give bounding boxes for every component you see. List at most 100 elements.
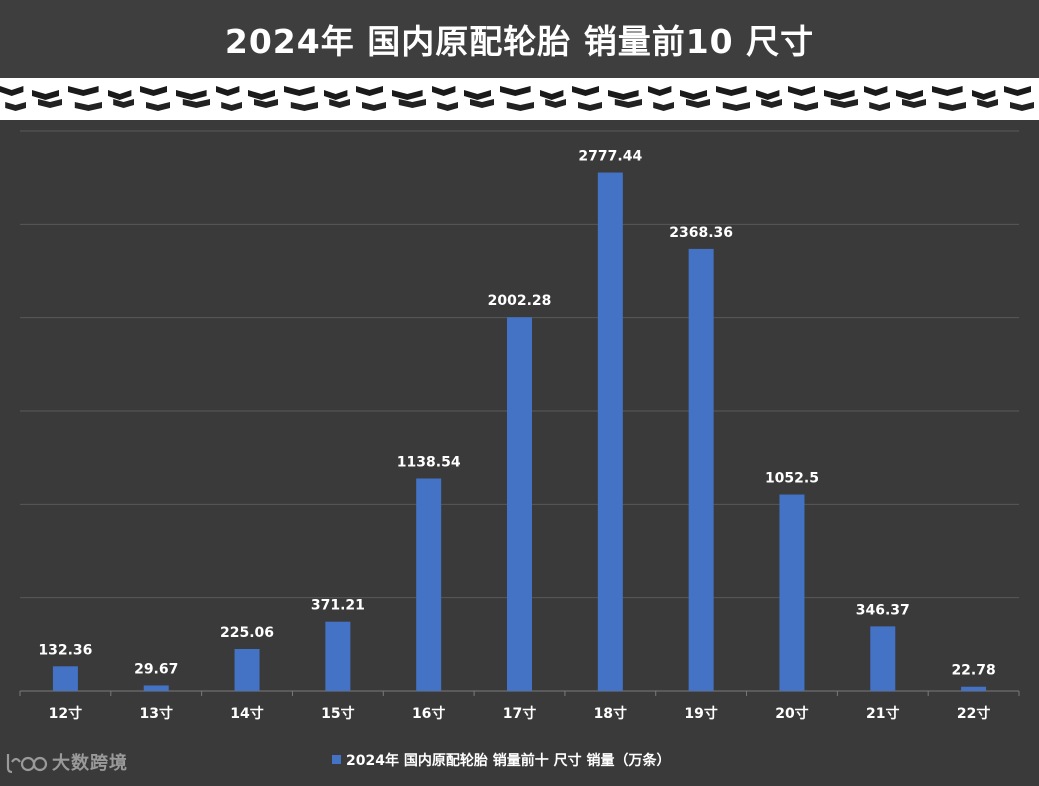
tread-block xyxy=(176,90,207,100)
x-tick-label: 20寸 xyxy=(775,705,808,722)
legend-swatch xyxy=(332,755,341,764)
data-label: 22.78 xyxy=(951,663,995,679)
tread-block xyxy=(824,90,855,100)
tread-block xyxy=(686,99,710,108)
tread-block xyxy=(1004,86,1031,96)
tread-block xyxy=(398,99,426,108)
bar-19寸 xyxy=(688,248,714,691)
bar-16寸 xyxy=(416,478,442,691)
tread-block xyxy=(653,102,674,111)
data-label: 2368.36 xyxy=(669,225,733,241)
data-label: 1052.5 xyxy=(765,471,819,487)
chart-title: 2024年 国内原配轮胎 销量前10 尺寸 xyxy=(224,22,815,61)
x-tick-label: 15寸 xyxy=(321,705,354,722)
legend-label: 2024年 国内原配轮胎 销量前十 尺寸 销量（万条） xyxy=(346,752,670,769)
watermark: 大数跨境 xyxy=(4,746,128,778)
x-tick-label: 19寸 xyxy=(684,705,717,722)
tread-block xyxy=(324,90,348,100)
tread-block xyxy=(221,102,242,111)
tread-block xyxy=(608,90,639,100)
tread-block xyxy=(761,99,782,108)
tire-tread-strip xyxy=(0,78,1039,120)
tread-block xyxy=(500,86,531,96)
data-label: 132.36 xyxy=(38,642,92,658)
x-tick-label: 13寸 xyxy=(139,705,172,722)
bar-12寸 xyxy=(52,666,78,691)
tread-block xyxy=(140,86,167,96)
tread-block xyxy=(290,102,318,111)
bar-17寸 xyxy=(507,317,532,691)
tread-block xyxy=(864,86,888,96)
bar-22寸 xyxy=(961,686,987,691)
tread-block xyxy=(680,90,707,100)
tread-block xyxy=(540,90,564,100)
tread-block xyxy=(182,99,210,108)
dashuju-logo-icon xyxy=(6,754,48,774)
title-band: 2024年 国内原配轮胎 销量前10 尺寸 xyxy=(0,0,1039,78)
x-tick-label: 17寸 xyxy=(503,705,536,722)
tread-block xyxy=(146,102,170,111)
tread-block xyxy=(572,86,599,96)
tread-block xyxy=(437,102,458,111)
data-label: 1138.54 xyxy=(397,454,461,470)
tread-block xyxy=(432,86,456,96)
tread-block xyxy=(254,99,278,108)
tread-block xyxy=(356,86,383,96)
tread-block xyxy=(977,99,998,108)
watermark-text: 大数跨境 xyxy=(52,753,128,774)
tread-block xyxy=(938,102,966,111)
tread-block xyxy=(0,86,24,96)
tread-block xyxy=(284,86,315,96)
tread-block xyxy=(932,86,963,96)
data-label: 2002.28 xyxy=(488,293,552,309)
data-label: 371.21 xyxy=(311,598,365,614)
tread-block xyxy=(972,90,996,100)
tread-block xyxy=(902,99,926,108)
data-label: 29.67 xyxy=(134,661,178,677)
plot-area: 132.36 12寸 29.67 13寸 225.06 14寸 371.21 15寸 1138.… xyxy=(0,120,1039,782)
tread-block xyxy=(32,90,59,100)
x-tick-label: 21寸 xyxy=(866,705,899,722)
bar-14寸 xyxy=(234,648,260,691)
bar-15寸 xyxy=(325,621,351,691)
tread-block xyxy=(113,99,134,108)
tread-block xyxy=(216,86,240,96)
bar-chart: 132.36 12寸 29.67 13寸 225.06 14寸 371.21 15寸 1138.… xyxy=(19,130,1020,769)
x-tick-label: 22寸 xyxy=(957,705,990,722)
tread-block xyxy=(614,99,642,108)
x-tick-label: 18寸 xyxy=(594,705,627,722)
x-tick-label: 16寸 xyxy=(412,705,445,722)
tread-block xyxy=(545,99,566,108)
tread-block xyxy=(794,102,818,111)
x-tick-label: 12寸 xyxy=(49,705,82,722)
tread-block xyxy=(470,99,494,108)
tread-block xyxy=(896,90,923,100)
tread-block xyxy=(5,102,26,111)
data-label: 225.06 xyxy=(220,625,274,641)
tread-block xyxy=(108,90,132,100)
tread-block xyxy=(869,102,890,111)
tread-block xyxy=(392,90,423,100)
tread-block xyxy=(362,102,386,111)
tread-block xyxy=(506,102,534,111)
bar-18寸 xyxy=(597,172,623,691)
tread-block xyxy=(329,99,350,108)
tread-block xyxy=(788,86,815,96)
tread-block xyxy=(648,86,672,96)
x-tick-label: 14寸 xyxy=(230,705,263,722)
tread-block xyxy=(716,86,747,96)
data-label: 346.37 xyxy=(856,602,910,618)
tread-block xyxy=(1010,102,1034,111)
bar-20寸 xyxy=(779,494,805,691)
tread-block xyxy=(830,99,858,108)
tire-tread-pattern xyxy=(0,86,1034,111)
tread-block xyxy=(68,86,99,96)
tread-block xyxy=(756,90,780,100)
tread-block xyxy=(722,102,750,111)
tread-block xyxy=(464,90,491,100)
tread-block xyxy=(38,99,62,108)
data-label: 2777.44 xyxy=(578,149,642,165)
tread-block xyxy=(248,90,275,100)
tread-block xyxy=(74,102,102,111)
